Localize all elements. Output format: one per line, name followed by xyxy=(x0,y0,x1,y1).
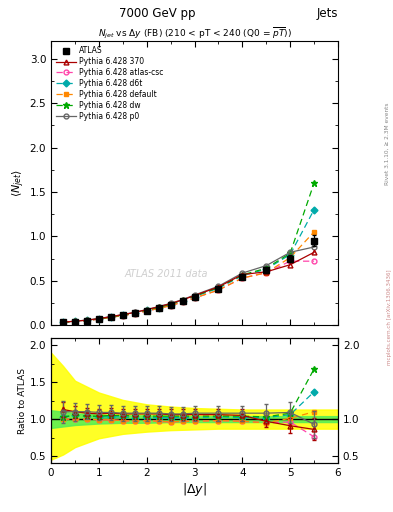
Y-axis label: $\langle N_{jet}\rangle$: $\langle N_{jet}\rangle$ xyxy=(11,169,27,197)
Y-axis label: Ratio to ATLAS: Ratio to ATLAS xyxy=(18,368,27,434)
Text: Rivet 3.1.10, ≥ 2.3M events: Rivet 3.1.10, ≥ 2.3M events xyxy=(385,102,390,185)
Text: mcplots.cern.ch [arXiv:1306.3436]: mcplots.cern.ch [arXiv:1306.3436] xyxy=(387,270,392,365)
Text: ATLAS 2011 data: ATLAS 2011 data xyxy=(124,269,208,279)
Legend: ATLAS, Pythia 6.428 370, Pythia 6.428 atlas-csc, Pythia 6.428 d6t, Pythia 6.428 : ATLAS, Pythia 6.428 370, Pythia 6.428 at… xyxy=(55,45,165,122)
Text: 7000 GeV pp: 7000 GeV pp xyxy=(119,8,195,20)
Title: $N_{jet}$ vs $\Delta y$ (FB) (210 < pT < 240 (Q0 = $\overline{pT}$)): $N_{jet}$ vs $\Delta y$ (FB) (210 < pT <… xyxy=(97,26,292,41)
Text: Jets: Jets xyxy=(316,8,338,20)
X-axis label: $|\Delta y|$: $|\Delta y|$ xyxy=(182,481,207,498)
